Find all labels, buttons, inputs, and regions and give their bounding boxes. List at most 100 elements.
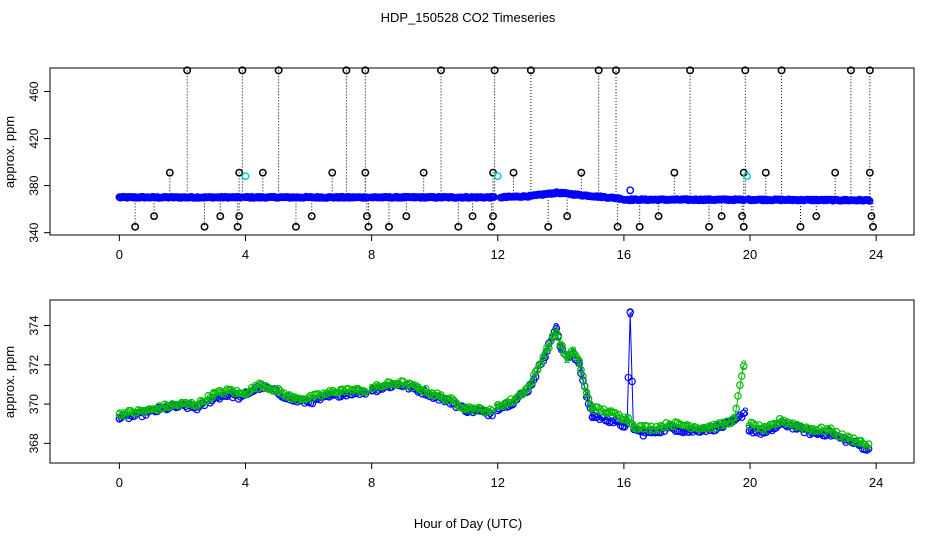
chart-title: HDP_150528 CO2 Timeseries xyxy=(381,10,556,25)
dip-mid-point xyxy=(717,212,726,221)
spike-mid-point xyxy=(328,168,337,177)
series-2-point xyxy=(486,405,495,414)
series-3-point xyxy=(607,417,616,426)
top-y-tick-label: 420 xyxy=(27,128,41,148)
spike-mid-point xyxy=(831,168,840,177)
series-2-label: 2 xyxy=(416,381,423,395)
bottom-axes: 0 4 8 12 16 20 24 368 370 372 374 xyxy=(27,315,883,490)
series-2-label: 2 xyxy=(624,411,631,425)
series-2-point xyxy=(800,425,809,434)
series-2-point xyxy=(193,402,201,410)
bottom-x-tick-label: 8 xyxy=(368,475,375,490)
series-2-point xyxy=(726,419,735,428)
spike-mid-point xyxy=(419,168,428,177)
bottom-plot-frame xyxy=(49,299,915,464)
dip-mid-point xyxy=(235,212,244,221)
series-2-point xyxy=(730,413,739,422)
series-2-point xyxy=(422,384,430,393)
series-2-point xyxy=(212,389,220,397)
series-2-label: 2 xyxy=(242,385,249,399)
series-3-point xyxy=(609,418,618,427)
series-2-point xyxy=(577,365,585,374)
series-2-label: 2 xyxy=(589,401,596,415)
series-3-point xyxy=(588,413,597,422)
series-2-point xyxy=(845,433,854,442)
spike-mid-point xyxy=(361,168,370,177)
top-points xyxy=(115,66,877,231)
spike-mid-point xyxy=(865,168,874,177)
series-3-point xyxy=(737,413,746,422)
spike-high-point xyxy=(612,66,620,75)
series-2-point xyxy=(304,393,313,402)
series-2-label: 2 xyxy=(740,358,747,372)
series-3-label: 3 xyxy=(583,387,590,401)
spike-high-point xyxy=(238,66,247,75)
top-x-tick-label: 16 xyxy=(617,247,631,262)
dip-mid-point xyxy=(402,212,411,221)
top-y-axis-label: approx. ppm xyxy=(2,116,17,188)
series-3-point xyxy=(369,386,377,395)
series-2-point xyxy=(450,396,459,405)
series-2-point xyxy=(350,386,358,395)
dip-mid-point xyxy=(307,212,316,221)
dip-mid-point xyxy=(468,212,477,221)
series-2-label: 2 xyxy=(116,407,123,421)
series-2-point xyxy=(826,424,835,433)
series-2-point xyxy=(554,333,563,342)
top-x-tick-label: 12 xyxy=(491,247,505,262)
series-2-point xyxy=(607,407,616,415)
series-2-point xyxy=(736,381,744,390)
series-3-label: 3 xyxy=(163,401,170,415)
series-2-point xyxy=(522,384,530,393)
series-2-label: 2 xyxy=(553,324,560,338)
series-2-point xyxy=(807,425,816,434)
series-2-point xyxy=(204,391,213,400)
top-x-tick-label: 0 xyxy=(116,247,123,262)
series-3-label: 3 xyxy=(211,391,218,405)
top-x-tick-label: 4 xyxy=(242,247,249,262)
baseline-point xyxy=(865,196,874,205)
series-2-point xyxy=(864,440,873,448)
series-2-point xyxy=(828,428,837,437)
dip-mid-point xyxy=(654,212,663,221)
series-2-point xyxy=(361,387,370,396)
spike-high-point xyxy=(342,66,351,75)
series-2-point xyxy=(560,349,568,358)
baseline-point xyxy=(864,196,873,204)
series-3-label: 3 xyxy=(745,423,752,437)
spike-high-point xyxy=(594,66,603,75)
spike-high-point xyxy=(865,66,874,75)
dip-low-point xyxy=(385,222,393,231)
dip-mid-point xyxy=(489,212,497,221)
bottom-y-tick-label: 372 xyxy=(27,354,41,374)
bottom-y-tick-label: 370 xyxy=(27,394,41,414)
series-3-label: 3 xyxy=(605,413,612,427)
series-2-point xyxy=(520,388,529,397)
series-2-point xyxy=(739,362,748,371)
dip-low-point xyxy=(869,222,877,231)
series-2-point xyxy=(645,426,653,434)
series-3-point xyxy=(864,444,873,453)
series-3-point xyxy=(590,412,599,420)
series-2-point xyxy=(692,423,701,432)
series-2-label: 2 xyxy=(810,423,817,437)
dip-low-point xyxy=(292,222,300,231)
spike-high-point xyxy=(361,66,370,75)
series-2-label: 2 xyxy=(368,381,375,395)
top-y-tick-label: 380 xyxy=(27,175,41,195)
series-2-point xyxy=(370,383,379,391)
spike-high-point xyxy=(846,66,855,75)
series-2-point xyxy=(753,424,761,433)
series-2-label: 2 xyxy=(494,399,501,413)
series-2-point xyxy=(270,387,279,396)
series-3-point xyxy=(626,308,635,316)
series-3-label: 3 xyxy=(570,346,577,360)
series-2-point xyxy=(842,434,850,443)
bottom-y-tick-label: 368 xyxy=(27,433,41,453)
series-2-point xyxy=(717,422,725,430)
bottom-x-tick-label: 4 xyxy=(242,475,249,490)
series-2-point xyxy=(660,423,669,432)
series-2-point xyxy=(357,388,366,397)
series-3-point xyxy=(739,409,748,418)
